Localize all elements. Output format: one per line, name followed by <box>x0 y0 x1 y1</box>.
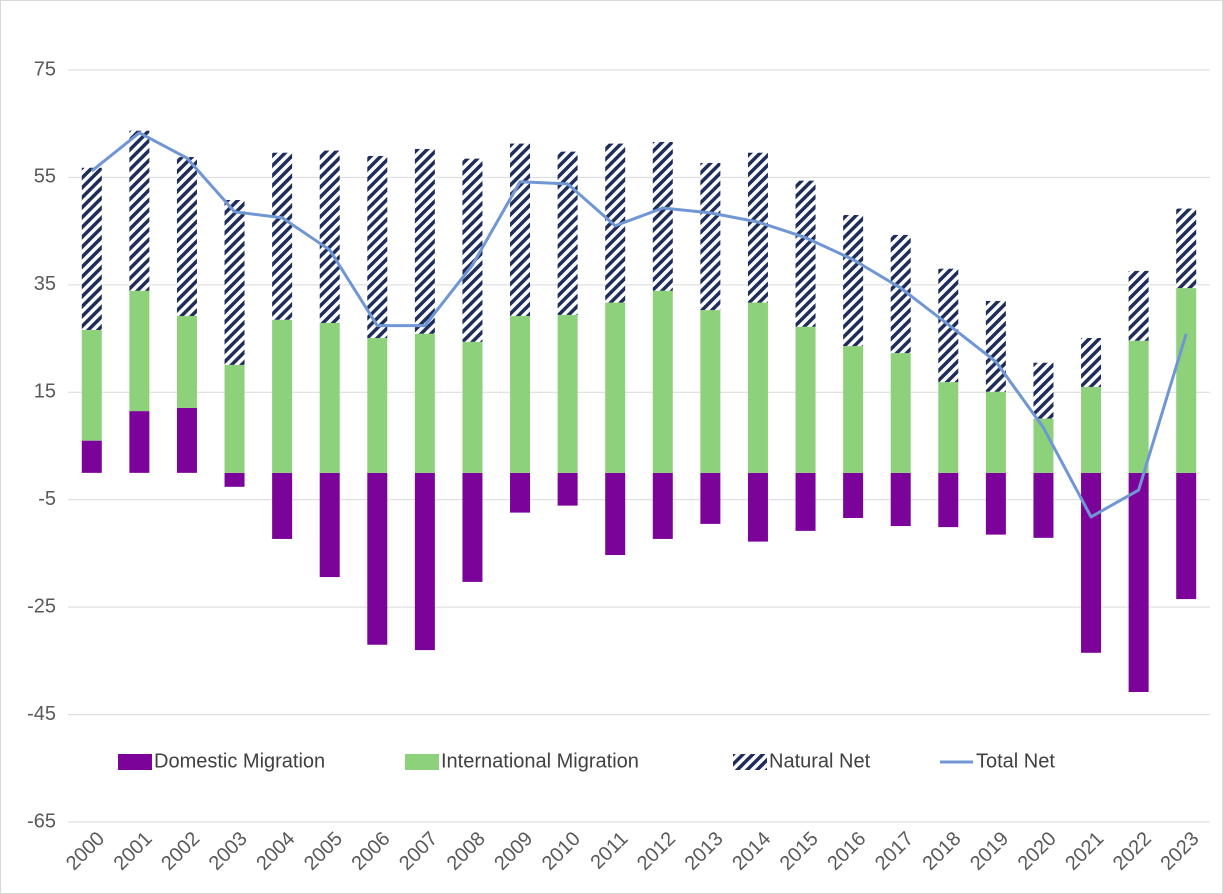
legend-label: International Migration <box>441 750 639 772</box>
bar <box>129 411 150 473</box>
bar <box>510 472 531 513</box>
bar <box>605 302 626 473</box>
bar <box>843 472 864 518</box>
bar <box>414 148 435 334</box>
bar <box>652 472 673 539</box>
bar <box>985 300 1006 392</box>
bar <box>843 346 864 473</box>
bar <box>319 150 340 323</box>
bar <box>319 472 340 578</box>
bar <box>795 472 816 531</box>
bar <box>1176 208 1197 289</box>
bar <box>700 310 721 473</box>
legend: Domestic Migration International Migratio… <box>118 750 1055 772</box>
legend-swatch <box>405 754 439 770</box>
bar <box>747 152 768 303</box>
y-tick-label: -65 <box>27 810 56 832</box>
y-tick-label: -25 <box>27 595 56 617</box>
bar <box>985 472 1006 535</box>
bar <box>272 152 293 320</box>
bar <box>367 338 388 473</box>
bar <box>1081 472 1102 653</box>
bar <box>795 180 816 327</box>
legend-label: Domestic Migration <box>154 750 325 772</box>
bar <box>81 329 102 441</box>
bar <box>1081 338 1102 387</box>
bar <box>510 143 531 317</box>
bar <box>414 472 435 651</box>
legend-label: Natural Net <box>769 750 871 772</box>
bar <box>700 162 721 311</box>
bar <box>1081 386 1102 473</box>
bar <box>700 472 721 524</box>
bar <box>462 158 483 342</box>
bar <box>319 322 340 473</box>
bar <box>557 314 578 473</box>
bar <box>890 234 911 354</box>
y-tick-label: 15 <box>34 381 56 403</box>
bar <box>462 341 483 473</box>
bar <box>414 333 435 473</box>
bar <box>1176 288 1197 473</box>
bar <box>224 364 245 473</box>
bar <box>890 472 911 527</box>
bar <box>176 316 197 408</box>
bar <box>747 302 768 473</box>
bar <box>462 472 483 582</box>
bar <box>367 155 388 339</box>
bar <box>367 472 388 645</box>
y-tick-label: 75 <box>34 58 56 80</box>
legend-swatch <box>118 754 152 770</box>
bar <box>176 157 197 317</box>
bar <box>129 290 150 412</box>
bar <box>843 215 864 347</box>
bar <box>557 472 578 506</box>
bar <box>938 382 959 473</box>
bar <box>224 199 245 365</box>
bar <box>1033 472 1054 538</box>
y-tick-label: 55 <box>34 166 56 188</box>
y-tick-label: -45 <box>27 703 56 725</box>
bar <box>605 143 626 303</box>
y-tick-label: -5 <box>38 488 56 510</box>
bar <box>81 167 102 330</box>
bar <box>795 326 816 473</box>
bar <box>1128 270 1149 341</box>
bar <box>1128 340 1149 473</box>
bar <box>652 290 673 473</box>
bar <box>557 151 578 315</box>
bar <box>81 440 102 473</box>
bar <box>1033 418 1054 473</box>
bar <box>605 472 626 556</box>
bar <box>272 319 293 473</box>
bar <box>747 472 768 542</box>
bar <box>1176 472 1197 600</box>
y-tick-label: 35 <box>34 273 56 295</box>
line <box>90 131 1188 519</box>
bar <box>510 316 531 473</box>
bar <box>1128 472 1149 693</box>
bar <box>272 472 293 539</box>
bar <box>938 472 959 528</box>
bar <box>985 391 1006 473</box>
legend-swatch <box>733 754 767 770</box>
bar <box>890 353 911 473</box>
bar <box>129 130 150 291</box>
bar <box>176 407 197 473</box>
legend-label: Total Net <box>976 750 1055 772</box>
bar <box>652 141 673 291</box>
bar <box>224 472 245 487</box>
bar <box>1033 362 1054 419</box>
